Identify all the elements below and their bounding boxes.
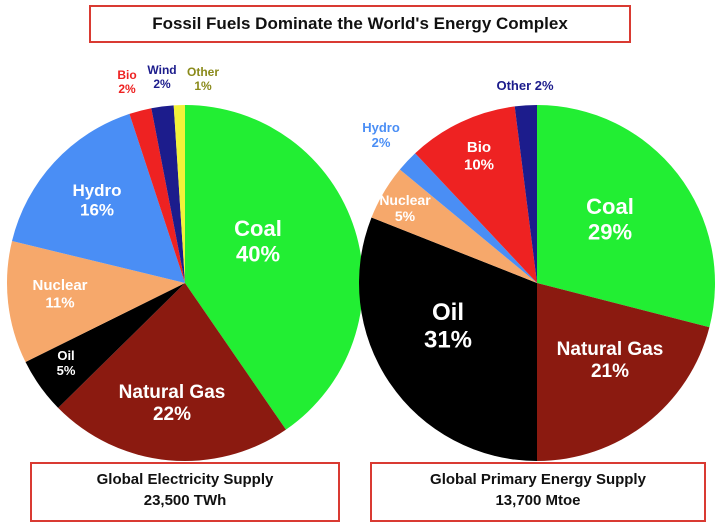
- label-pct: 2%: [153, 77, 171, 91]
- slice-nuclear: [371, 169, 537, 283]
- slice-coal: [185, 105, 363, 430]
- label-natural-gas: Natural Gas 21%: [557, 339, 664, 382]
- label-name: Bio: [117, 68, 136, 82]
- label-name: Natural Gas: [119, 382, 226, 403]
- caption-electricity-line2: 23,500 TWh: [143, 492, 227, 509]
- label-bio: Bio 10%: [464, 139, 494, 173]
- label-wind: Wind 2%: [147, 63, 176, 91]
- label-pct: 29%: [588, 219, 632, 244]
- label-name: Other: [187, 65, 219, 79]
- label-name: Coal: [586, 194, 634, 219]
- chart-title: Fossil Fuels Dominate the World's Energy…: [89, 5, 631, 43]
- label-natural-gas: Natural Gas 22%: [119, 382, 226, 425]
- slice-oil: [25, 283, 185, 408]
- slice-natural-gas: [537, 283, 710, 461]
- slice-hydro: [399, 153, 537, 283]
- label-name: Natural Gas: [557, 339, 664, 360]
- label-name: Oil: [57, 348, 74, 363]
- label-pct: 31%: [424, 327, 472, 354]
- label-pct: 2%: [118, 82, 136, 96]
- label-pct: 10%: [464, 156, 494, 173]
- label-nuclear: Nuclear 5%: [379, 192, 431, 224]
- caption-primary-line2: 13,700 Mtoe: [495, 492, 581, 509]
- slice-natural-gas: [58, 283, 286, 461]
- label-pct: 2%: [372, 135, 391, 150]
- label-name: Hydro: [362, 120, 400, 135]
- caption-electricity-line1: Global Electricity Supply: [96, 471, 274, 488]
- label-pct: 40%: [236, 241, 280, 266]
- label-hydro: Hydro 2%: [362, 120, 400, 150]
- slice-wind: [151, 105, 185, 283]
- slice-bio: [415, 106, 537, 283]
- caption-primary-energy: Global Primary Energy Supply 13,700 Mtoe: [370, 462, 706, 522]
- label-coal: Coal 29%: [586, 194, 634, 244]
- label-pct: 16%: [80, 201, 114, 220]
- label-other: Other 1%: [187, 65, 219, 93]
- slice-coal: [537, 105, 715, 328]
- label-pct: 5%: [395, 208, 416, 224]
- label-oil: Oil 31%: [424, 299, 472, 354]
- label-hydro: Hydro 16%: [72, 181, 121, 220]
- label-pct: 5%: [57, 363, 76, 378]
- label-name: Oil: [432, 299, 464, 326]
- slice-hydro: [12, 113, 185, 283]
- pie-electricity: Coal 40% Natural Gas 22% Oil 5% Nuclear 11% Hydr…: [6, 63, 363, 461]
- label-oil: Oil 5%: [57, 348, 76, 378]
- label-pct: 22%: [153, 404, 191, 425]
- label-other: Other 2%: [496, 78, 554, 93]
- label-name: Nuclear: [379, 192, 431, 208]
- label-pct: 11%: [45, 294, 74, 311]
- label-coal: Coal 40%: [234, 216, 282, 266]
- label-bio: Bio 2%: [117, 68, 136, 96]
- slice-oil: [358, 217, 537, 461]
- label-name: Hydro: [72, 181, 121, 200]
- label-pct: 2%: [535, 78, 554, 93]
- label-name: Other: [496, 78, 534, 93]
- label-nuclear: Nuclear 11%: [32, 277, 87, 311]
- caption-electricity: Global Electricity Supply 23,500 TWh: [30, 462, 340, 522]
- slice-other: [173, 105, 185, 283]
- label-name: Bio: [467, 139, 491, 156]
- label-pct: 1%: [194, 79, 212, 93]
- slice-nuclear: [6, 241, 185, 363]
- label-name: Coal: [234, 216, 282, 241]
- slice-other: [514, 105, 537, 283]
- slice-bio: [129, 108, 185, 283]
- label-name: Nuclear: [32, 277, 87, 294]
- caption-primary-line1: Global Primary Energy Supply: [430, 471, 646, 488]
- pie-primary-energy: Coal 29% Natural Gas 21% Oil 31% Nuclear 5% Hydr…: [358, 78, 715, 461]
- label-pct: 21%: [591, 361, 629, 382]
- label-name: Wind: [147, 63, 176, 77]
